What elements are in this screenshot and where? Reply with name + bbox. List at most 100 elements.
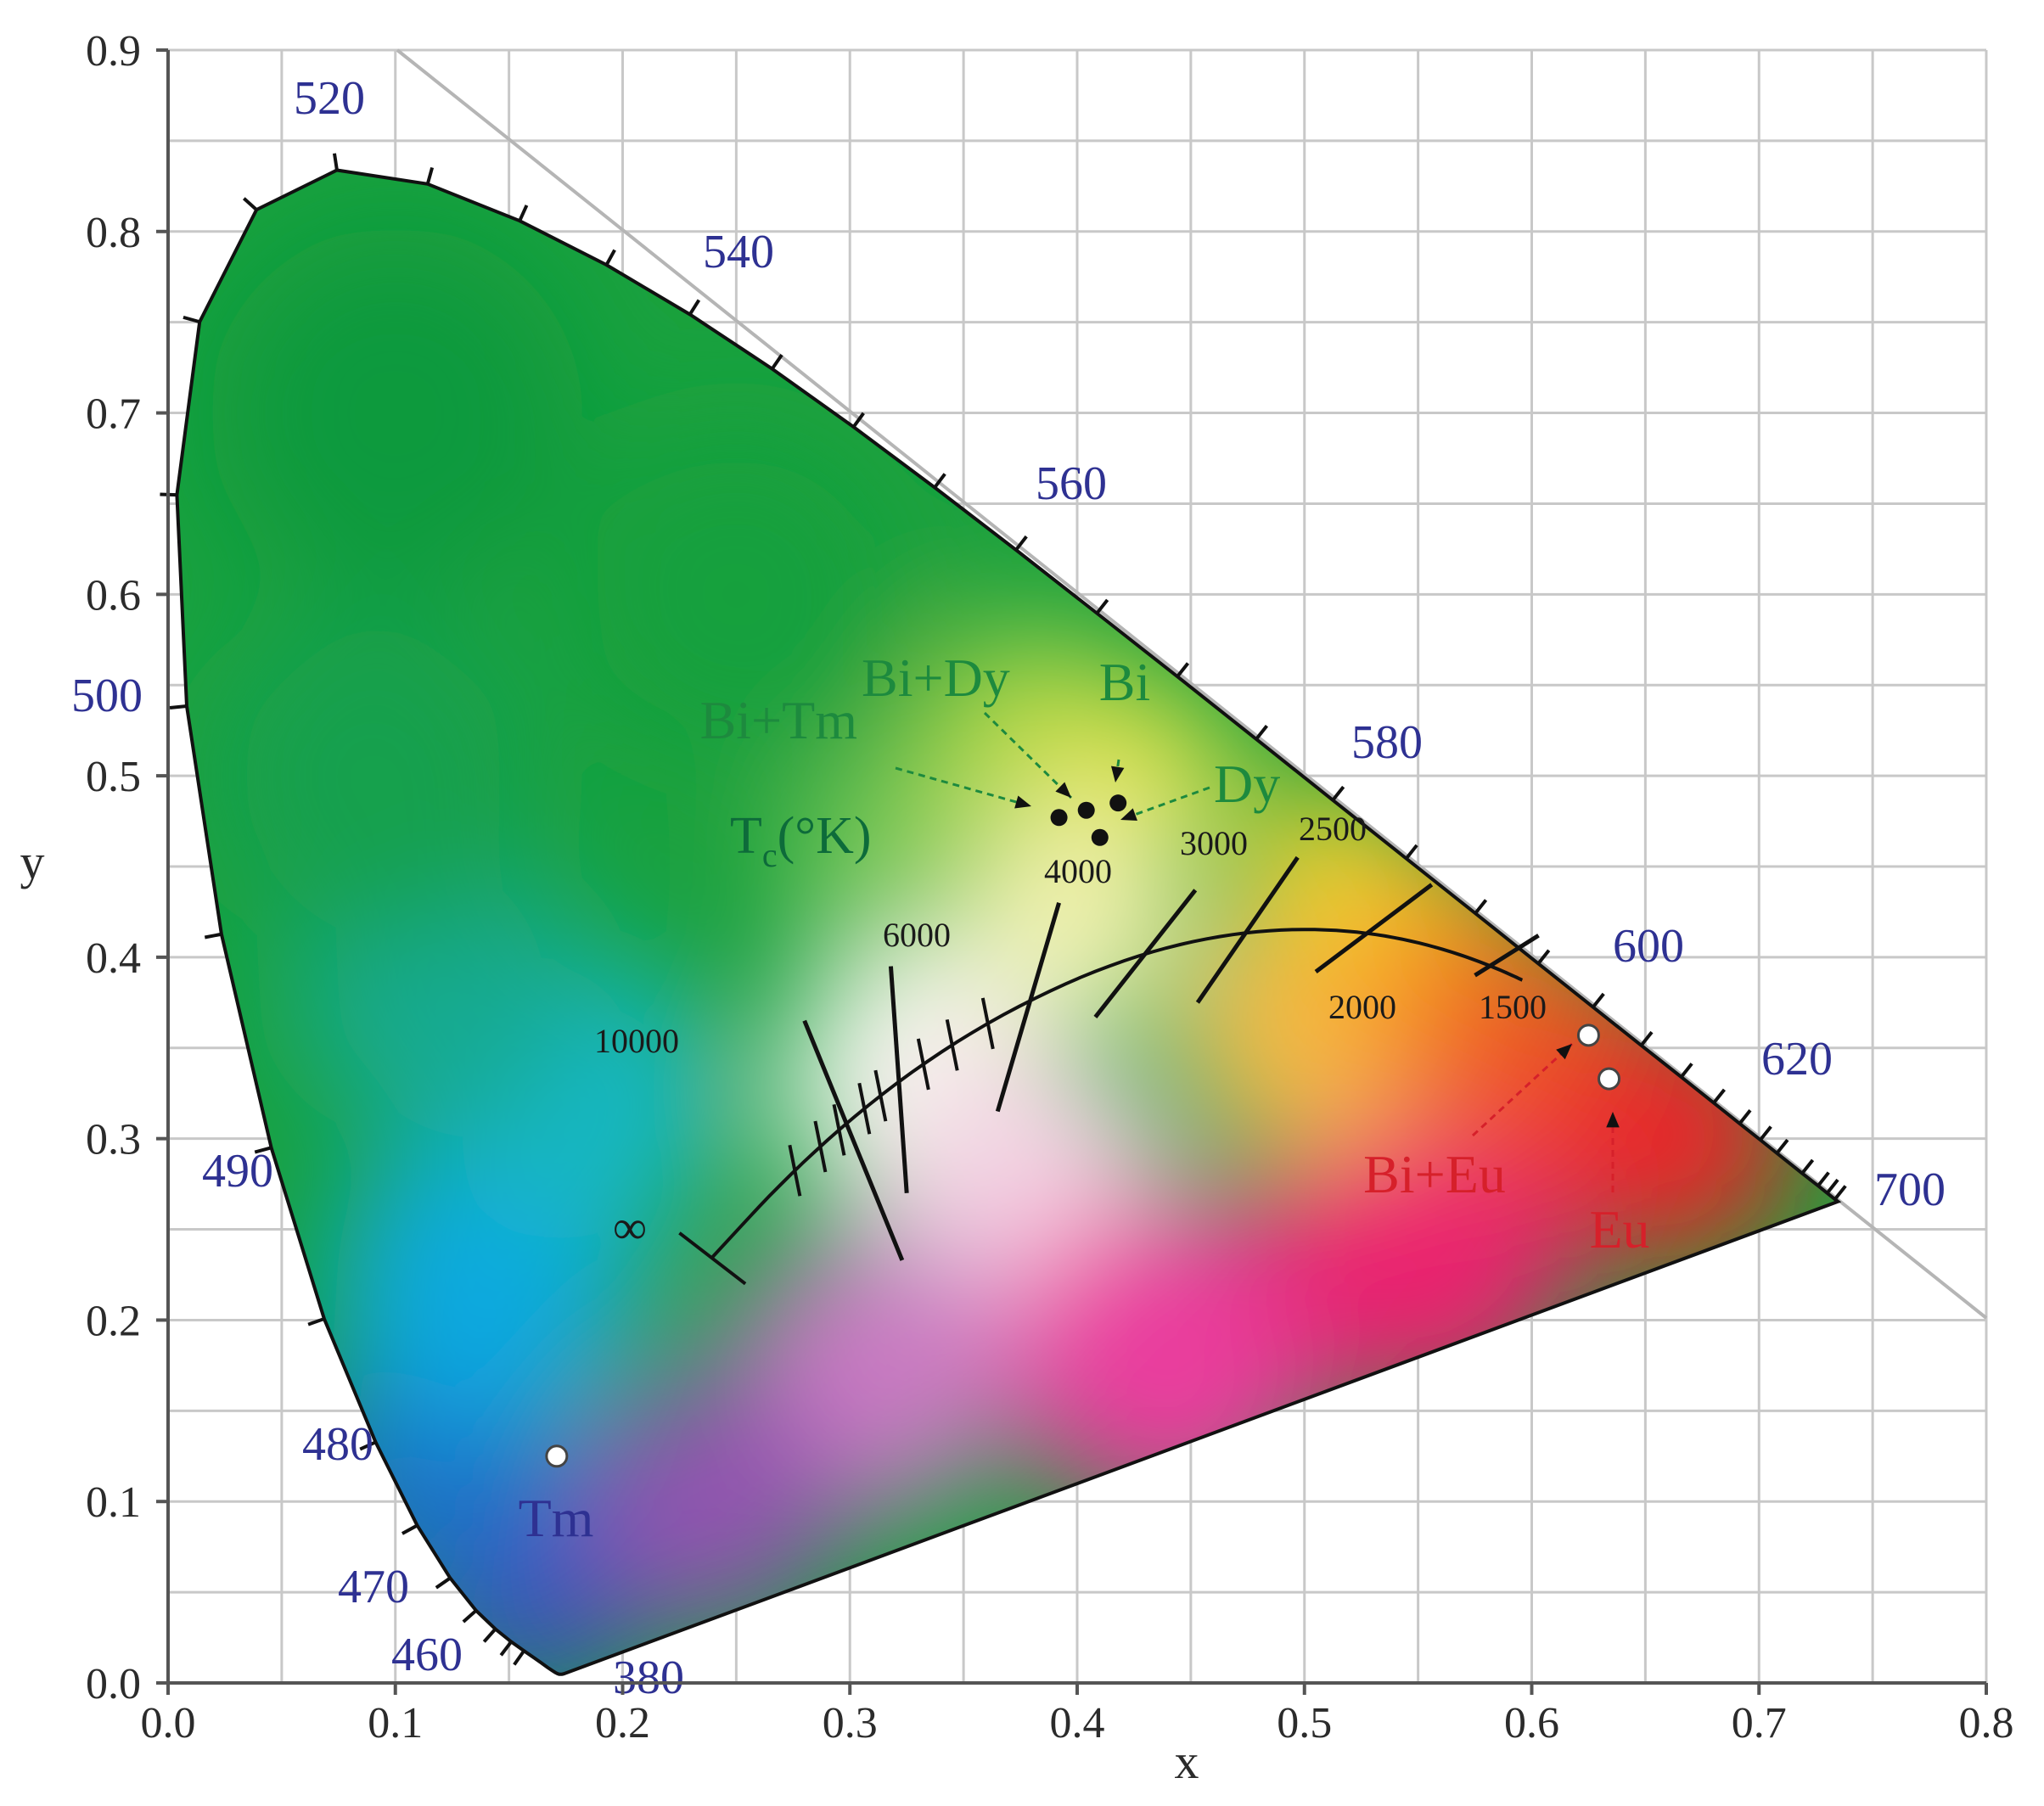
y-tick-label: 0.4 (86, 934, 141, 983)
point-arrow (1471, 1042, 1574, 1137)
spectral-locus-tick (242, 197, 258, 211)
spectral-locus-tick (1712, 1088, 1727, 1104)
spectral-locus-tick (1826, 1178, 1839, 1195)
cct-label: 6000 (883, 916, 951, 954)
wavelength-label: 580 (1351, 716, 1423, 769)
point-arrowhead (1110, 766, 1125, 782)
spectral-locus: 380 460 470 480 490 500 520 540 560 580 600 620 700 (71, 72, 1946, 1704)
x-tick-label: 0.8 (1959, 1699, 2014, 1747)
cct-axis-label: Tc(°K) (730, 807, 872, 874)
y-tick-label: 0.0 (86, 1660, 141, 1708)
isotemperature-line (1314, 883, 1434, 973)
y-tick-label: 0.9 (86, 27, 141, 76)
cct-minor-tick (916, 1038, 930, 1091)
data-point (1077, 801, 1095, 819)
gamut-color-blob (558, 416, 915, 773)
spectral-locus-tick (1255, 725, 1268, 741)
wavelength-label: 470 (338, 1561, 409, 1613)
gamut-color-blob (967, 810, 1188, 1032)
x-plus-y-equals-one-line (396, 48, 1988, 1320)
spectral-locus-tick (1014, 535, 1028, 552)
spectral-locus-tick (332, 153, 339, 171)
wavelength-label: 500 (71, 670, 143, 722)
spectral-locus-tick (513, 1650, 525, 1666)
data-point (1091, 828, 1109, 846)
spectral-locus-tick (1833, 1185, 1847, 1201)
isotemperature-line (1195, 855, 1300, 1004)
cct-minor-tick (813, 1120, 828, 1173)
gamut-color-blob (586, 1374, 841, 1629)
isotemperature-line (802, 1019, 905, 1261)
gamut-color-blob (202, 606, 542, 946)
x-axis-title: x (1175, 1734, 1199, 1789)
spectral-locus-tick (1775, 1138, 1789, 1155)
data-point (1109, 794, 1127, 812)
spectral-locus-tick (771, 353, 783, 370)
spectral-locus-tick (688, 299, 701, 316)
spectral-locus-tick (1474, 899, 1488, 915)
spectral-locus-tick (1405, 844, 1418, 860)
data-point-label: Bi+Tm (700, 690, 857, 750)
wavelength-label: 540 (703, 226, 774, 278)
data-point-label: Tm (519, 1488, 594, 1548)
cct-label: 10000 (594, 1022, 679, 1060)
point-arrow (1114, 759, 1120, 783)
cct-minor-tick (980, 997, 995, 1050)
y-tick-label: 0.3 (86, 1116, 141, 1164)
point-arrow (983, 711, 1073, 799)
cct-label: 1500 (1479, 988, 1547, 1026)
x-tick-label: 0.0 (141, 1699, 196, 1747)
data-point (1050, 809, 1068, 827)
data-point-label: Bi+Dy (862, 648, 1010, 708)
cct-label: 2500 (1299, 810, 1367, 848)
isotemperature-line (888, 966, 909, 1193)
spectral-locus-tick (1800, 1158, 1815, 1175)
wavelength-label: 380 (613, 1652, 684, 1704)
x-tick-label: 0.3 (823, 1699, 878, 1747)
y-tick-label: 0.7 (86, 390, 141, 439)
wavelength-label: 520 (294, 72, 365, 125)
data-point-label: Eu (1589, 1199, 1649, 1259)
y-tick-label: 0.6 (86, 571, 141, 620)
data-point-label: Bi (1099, 652, 1150, 712)
spectral-locus-tick (462, 1609, 478, 1624)
infinity-end-tick (678, 1231, 747, 1286)
spectral-locus-tick (499, 1641, 513, 1657)
point-arrowhead (1556, 1044, 1572, 1060)
spectral-locus-tick (1095, 598, 1109, 614)
x-tick-label: 0.5 (1277, 1699, 1332, 1747)
x-tick-label: 0.1 (368, 1699, 423, 1747)
spectral-locus-tick (425, 166, 435, 185)
cct-label: ∞ (613, 1202, 647, 1254)
gamut-color-blob (208, 226, 582, 600)
data-point (1598, 1067, 1621, 1091)
cct-axis-label-sub: c (762, 836, 778, 874)
wavelength-label: 490 (202, 1145, 273, 1197)
x-tick-label: 0.6 (1504, 1699, 1559, 1747)
spectral-locus-tick (359, 1440, 377, 1451)
spectral-locus-tick (518, 205, 529, 222)
wavelength-label: 480 (302, 1418, 373, 1471)
spectral-locus-tick (1536, 949, 1551, 965)
cct-minor-tick (945, 1018, 959, 1071)
spectral-locus-tick (169, 704, 188, 710)
data-point (1576, 1024, 1600, 1047)
wavelength-label: 560 (1036, 457, 1107, 510)
cct-minor-tick (873, 1069, 888, 1122)
data-point (545, 1444, 569, 1468)
y-axis-title: y (20, 834, 45, 889)
spectral-locus-tick (204, 932, 222, 939)
wavelength-label: 600 (1613, 920, 1684, 973)
point-arrowhead (1014, 795, 1031, 809)
y-tick-label: 0.2 (86, 1297, 141, 1345)
data-point-label: Dy (1214, 754, 1280, 814)
cct-minor-tick (788, 1144, 802, 1197)
cct-axis-label-main: T (730, 807, 762, 865)
x-tick-label: 0.2 (595, 1699, 650, 1747)
spectral-locus-tick (1331, 785, 1345, 802)
cct-label: 2000 (1328, 988, 1396, 1026)
spectral-locus-tick (1639, 1030, 1654, 1047)
point-arrowhead (1055, 782, 1071, 798)
spectral-locus-tick (435, 1576, 452, 1590)
